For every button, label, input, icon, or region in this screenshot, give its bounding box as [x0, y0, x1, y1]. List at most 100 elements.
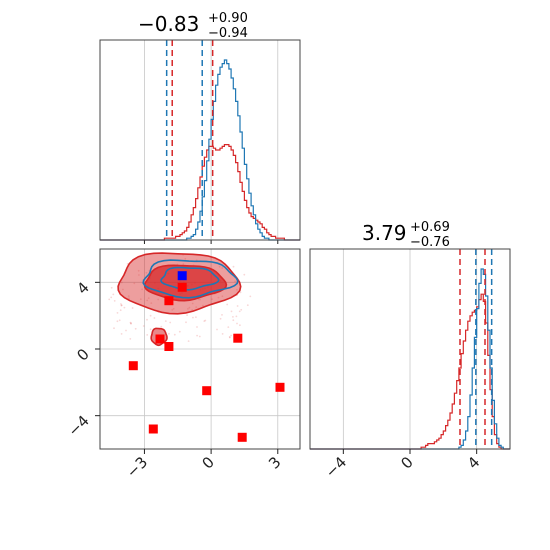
scatter-sample-dot — [141, 288, 144, 291]
scatter-sample-dot — [129, 338, 132, 340]
scatter-sample-dot — [240, 308, 243, 311]
red-square-marker — [164, 342, 174, 351]
scatter-sample-dot — [239, 324, 241, 327]
scatter-sample-dot — [227, 326, 230, 328]
scatter-sample-dot — [131, 307, 134, 309]
scatter-sample-dot — [195, 306, 198, 308]
scatter-sample-dot — [192, 316, 194, 319]
scatter-sample-dot — [122, 288, 124, 291]
histogram-param1-blue — [100, 59, 300, 241]
red-square-marker — [233, 333, 243, 343]
scatter-sample-dot — [221, 295, 224, 298]
scatter-sample-dot — [235, 315, 238, 318]
scatter-2d-panel: −3 0 3 −4 0 4 — [64, 248, 301, 481]
title-param1: −0.83 +0.90 −0.94 — [138, 11, 248, 41]
red-square-marker — [148, 424, 158, 434]
scatter-sample-dot — [147, 297, 150, 299]
scatter-sample-dot — [218, 265, 221, 268]
scatter-sample-dot — [217, 296, 220, 299]
scatter-sample-dot — [188, 306, 191, 309]
scatter-sample-dot — [173, 333, 176, 336]
scatter-sample-dot — [221, 267, 224, 269]
title-param1-minus: −0.94 — [208, 26, 248, 41]
scatter-sample-dot — [178, 330, 181, 333]
red-square-marker — [155, 334, 165, 344]
scatter-sample-dot — [120, 281, 123, 284]
scatter-sample-dot — [221, 314, 223, 316]
scatter-sample-dot — [130, 322, 132, 325]
scatter-sample-dot — [168, 332, 170, 335]
histogram-param1-panel — [99, 39, 301, 244]
scatter-sample-dot — [228, 336, 231, 339]
scatter-sample-dot — [198, 335, 201, 338]
scatter-sample-dot — [230, 334, 233, 337]
scatter-sample-dot — [116, 312, 119, 314]
scatter-sample-dot — [134, 327, 137, 330]
scatter-sample-dot — [236, 305, 239, 307]
title-param2-plus: +0.69 — [410, 220, 450, 235]
scatter-sample-dot — [119, 309, 122, 312]
scatter-sample-dot — [116, 320, 119, 323]
scatter-sample-dot — [120, 333, 123, 335]
contour-blue — [160, 266, 220, 291]
blue-square-marker — [177, 271, 187, 281]
scatter-sample-dot — [145, 271, 148, 274]
scatter-sample-dot — [211, 298, 213, 301]
red-square-marker — [275, 382, 285, 392]
scatter-sample-dot — [146, 299, 149, 302]
scatter-sample-dot — [226, 303, 229, 306]
scatter-sample-dot — [149, 328, 152, 331]
scatter-sample-dot — [169, 321, 172, 324]
scatter-sample-dot — [232, 316, 234, 318]
scatter-sample-dot — [138, 274, 140, 276]
scatter-sample-dot — [113, 300, 116, 302]
title-param1-median: −0.83 — [138, 12, 199, 36]
scatter-sample-dot — [164, 320, 167, 322]
title-param2-median: 3.79 — [362, 221, 407, 245]
scatter-sample-dot — [118, 319, 121, 322]
scatter-sample-dot — [203, 320, 206, 322]
scatter-sample-dot — [150, 302, 153, 304]
scatter-sample-dot — [139, 298, 142, 301]
x-tick-label: −4 — [322, 453, 350, 481]
scatter-sample-dot — [197, 298, 200, 301]
scatter-sample-dot — [172, 307, 175, 310]
red-square-marker — [237, 432, 247, 442]
scatter-sample-dot — [216, 328, 218, 331]
scatter-sample-dot — [243, 273, 246, 276]
x-tick-label: 4 — [464, 453, 483, 472]
scatter-sample-dot — [142, 325, 145, 327]
scatter-sample-dot — [199, 298, 201, 301]
scatter-sample-dot — [120, 304, 123, 307]
y-tick-label: 0 — [73, 345, 92, 364]
title-param1-plus: +0.90 — [208, 11, 248, 26]
scatter-sample-dot — [120, 303, 122, 305]
scatter-sample-dot — [146, 318, 148, 321]
scatter-sample-dot — [120, 304, 123, 307]
scatter-sample-dot — [196, 326, 198, 328]
scatter-sample-dot — [171, 309, 174, 311]
scatter-sample-dot — [157, 298, 160, 301]
histogram-param1-red — [100, 144, 300, 241]
scatter-sample-dot — [236, 322, 238, 325]
scatter-sample-dot — [228, 336, 231, 338]
scatter-sample-dot — [108, 298, 111, 301]
scatter-sample-dot — [221, 333, 224, 335]
scatter-sample-dot — [219, 317, 222, 320]
x-tick-label: 3 — [265, 453, 284, 472]
scatter-sample-dot — [236, 288, 238, 291]
y-tick-label: 4 — [73, 278, 92, 297]
scatter-sample-dot — [238, 310, 241, 313]
scatter-sample-dot — [112, 293, 115, 296]
title-param2: 3.79 +0.69 −0.76 — [362, 220, 450, 250]
scatter-sample-dot — [186, 314, 189, 316]
scatter-sample-dot — [187, 308, 189, 310]
scatter-sample-dot — [129, 321, 132, 324]
scatter-sample-dot — [234, 280, 237, 283]
scatter-sample-dot — [246, 304, 249, 307]
scatter-sample-dot — [113, 327, 115, 330]
red-square-marker — [202, 386, 212, 396]
scatter-sample-dot — [182, 263, 185, 266]
scatter-sample-dot — [184, 257, 187, 260]
